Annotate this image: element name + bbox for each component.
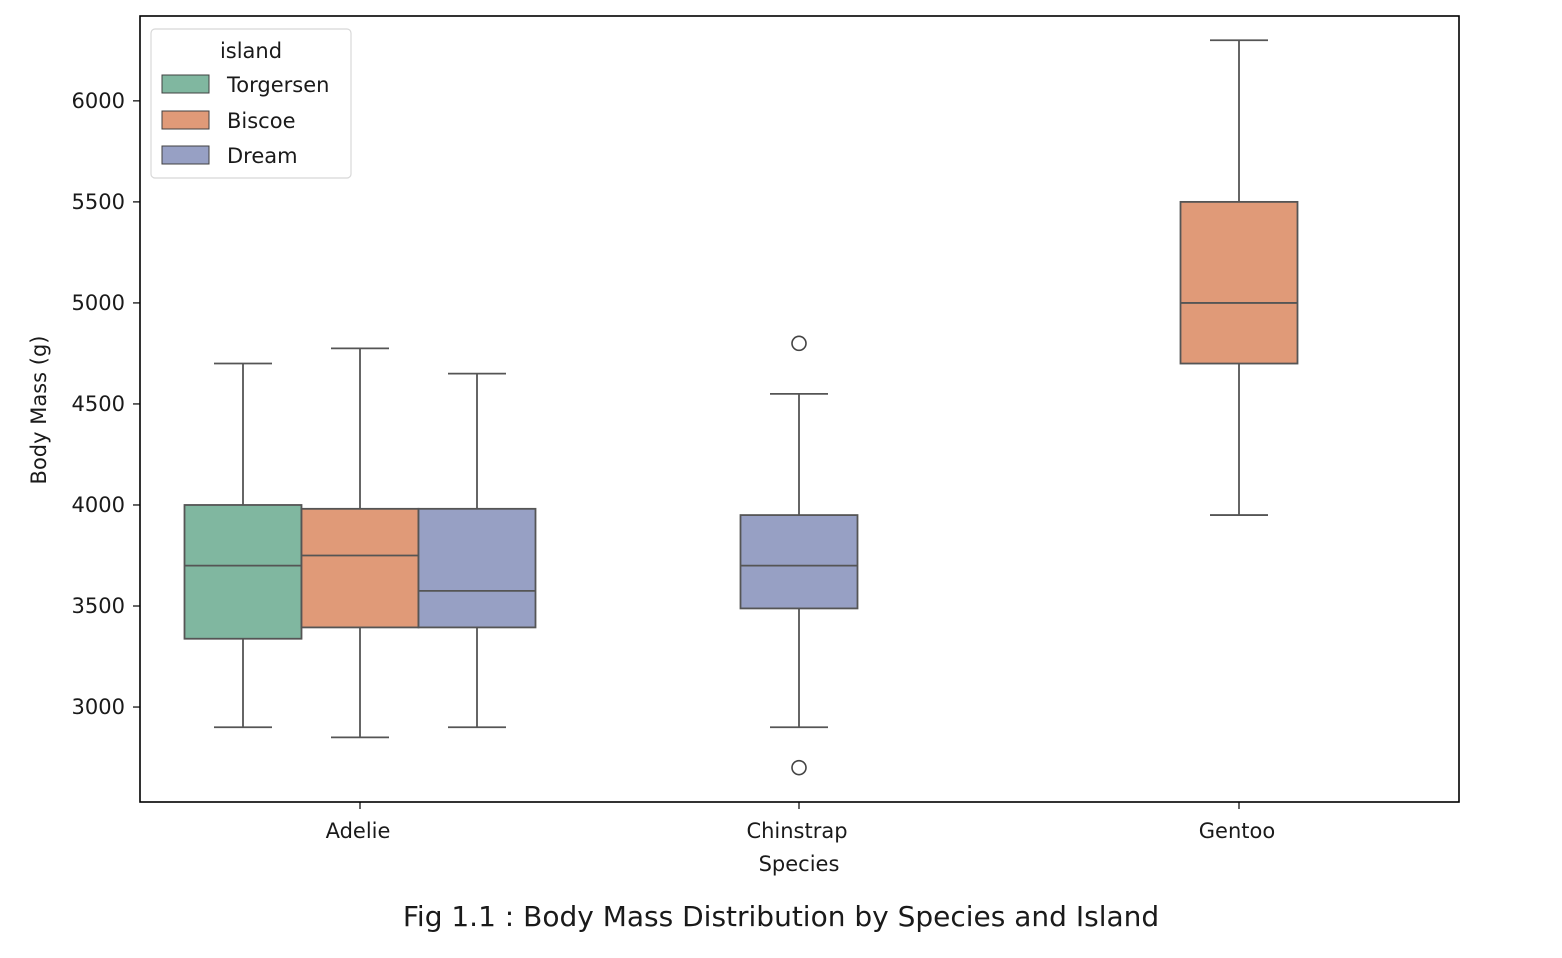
x-axis-ticks: Adelie Chinstrap Gentoo bbox=[326, 802, 1275, 843]
y-tick-label: 4000 bbox=[72, 493, 125, 517]
legend-label-torgersen: Torgersen bbox=[226, 73, 329, 97]
y-tick-label: 5000 bbox=[72, 291, 125, 315]
figure-caption: Fig 1.1 : Body Mass Distribution by Spec… bbox=[402, 900, 1160, 933]
plot-area-frame bbox=[139, 15, 1460, 803]
x-tick-label: Gentoo bbox=[1199, 819, 1275, 843]
y-axis-ticks: 3000 3500 4000 4500 5000 5500 6000 bbox=[72, 89, 140, 719]
legend-label-dream: Dream bbox=[227, 144, 298, 168]
legend: island Torgersen Biscoe Dream bbox=[150, 28, 352, 179]
box-adelie-dream bbox=[417, 372, 537, 729]
outlier-point bbox=[791, 335, 807, 352]
box-series bbox=[183, 39, 1299, 776]
legend-swatch-dream bbox=[161, 145, 210, 165]
legend-title: island bbox=[220, 39, 282, 63]
legend-swatch-torgersen bbox=[161, 74, 210, 94]
box-iqr bbox=[300, 507, 420, 629]
x-tick-label: Chinstrap bbox=[746, 819, 847, 843]
box-iqr bbox=[183, 504, 303, 640]
outlier-point bbox=[791, 759, 807, 776]
box-iqr bbox=[739, 514, 859, 610]
y-tick-label: 5500 bbox=[72, 190, 125, 214]
y-tick-label: 3500 bbox=[72, 594, 125, 618]
y-tick-label: 3000 bbox=[72, 695, 125, 719]
legend-swatch-biscoe bbox=[161, 110, 210, 130]
box-iqr bbox=[1179, 200, 1299, 365]
y-tick-label: 4500 bbox=[72, 392, 125, 416]
box-adelie-biscoe bbox=[300, 347, 420, 739]
box-adelie-torgersen bbox=[183, 362, 303, 729]
box-chinstrap-dream bbox=[739, 335, 859, 776]
box-gentoo-biscoe bbox=[1179, 39, 1299, 516]
y-tick-label: 6000 bbox=[72, 89, 125, 113]
x-axis-label: Species bbox=[759, 852, 840, 876]
y-axis-label: Body Mass (g) bbox=[27, 336, 51, 485]
legend-frame bbox=[150, 28, 352, 179]
x-tick-label: Adelie bbox=[326, 819, 391, 843]
box-iqr bbox=[417, 507, 537, 629]
legend-label-biscoe: Biscoe bbox=[227, 109, 296, 133]
